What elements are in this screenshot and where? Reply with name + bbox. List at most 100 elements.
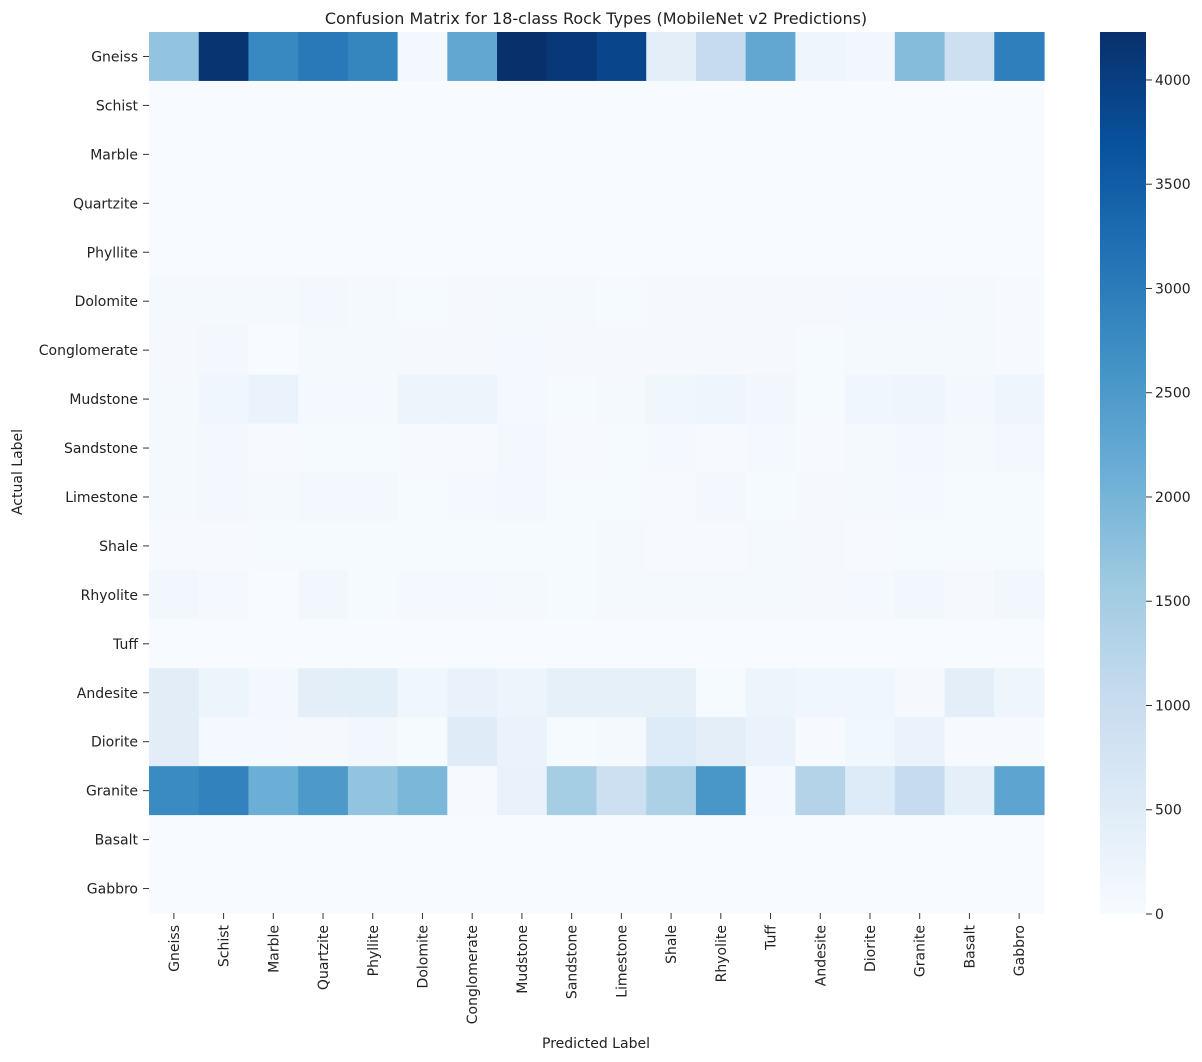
- heatmap-cell: [546, 325, 598, 376]
- heatmap-cell: [447, 80, 498, 131]
- heatmap-cell: [745, 570, 796, 620]
- heatmap-cell: [646, 129, 697, 180]
- heatmap-cell: [596, 521, 647, 571]
- y-tick-label: Basalt: [95, 833, 139, 849]
- heatmap-cell: [149, 521, 200, 571]
- heatmap-cell: [248, 766, 299, 816]
- heatmap-cell: [298, 80, 349, 131]
- heatmap-cell: [795, 80, 846, 131]
- heatmap-cell: [347, 325, 399, 376]
- x-tick-label: Schist: [217, 925, 233, 968]
- heatmap-cell: [994, 32, 1045, 82]
- heatmap-cell: [397, 521, 448, 571]
- heatmap-cell: [248, 227, 299, 278]
- heatmap-cell: [894, 80, 946, 131]
- heatmap-cell: [745, 325, 796, 376]
- heatmap-cell: [944, 766, 995, 816]
- heatmap-cell: [646, 619, 697, 669]
- heatmap-cell: [397, 32, 448, 82]
- heatmap-cell: [497, 570, 548, 620]
- y-tick-label: Tuff: [112, 637, 138, 653]
- heatmap-cell: [347, 374, 399, 425]
- heatmap-cell: [845, 472, 896, 523]
- heatmap-cell: [845, 423, 896, 474]
- heatmap-cell: [198, 80, 250, 131]
- heatmap-cell: [695, 815, 747, 865]
- heatmap-cell: [298, 864, 349, 914]
- heatmap-cell: [347, 619, 399, 669]
- x-tick-label: Phyllite: [366, 925, 382, 976]
- heatmap-cell: [795, 570, 846, 620]
- heatmap-cell: [745, 668, 796, 718]
- heatmap-cell: [248, 717, 299, 767]
- heatmap-cell: [695, 570, 747, 620]
- heatmap-cell: [546, 864, 598, 914]
- heatmap-cell: [546, 32, 598, 82]
- heatmap-cell: [149, 668, 200, 718]
- heatmap-cell: [845, 374, 896, 425]
- heatmap-cell: [944, 32, 995, 82]
- heatmap-cell: [795, 472, 846, 523]
- heatmap-cell: [994, 80, 1045, 131]
- heatmap-cell: [695, 619, 747, 669]
- heatmap-cell: [198, 717, 250, 767]
- heatmap-grid: [149, 32, 1045, 914]
- heatmap-cell: [497, 325, 548, 376]
- heatmap-cell: [497, 815, 548, 865]
- heatmap-cell: [198, 668, 250, 718]
- heatmap-cell: [994, 864, 1045, 914]
- heatmap-cell: [347, 80, 399, 131]
- heatmap-cell: [894, 815, 946, 865]
- y-tick-label: Andesite: [77, 686, 138, 702]
- heatmap-cell: [298, 717, 349, 767]
- colorbar-tick-label: 0: [1155, 907, 1164, 923]
- heatmap-cell: [546, 619, 598, 669]
- heatmap-cell: [994, 521, 1045, 571]
- heatmap-cell: [397, 864, 448, 914]
- heatmap-cell: [745, 619, 796, 669]
- heatmap-cell: [994, 325, 1045, 376]
- x-tick-label: Quartzite: [316, 925, 332, 990]
- heatmap-cell: [745, 178, 796, 229]
- heatmap-cell: [198, 864, 250, 914]
- heatmap-cell: [397, 276, 448, 327]
- heatmap-cell: [596, 178, 647, 229]
- heatmap-cell: [596, 619, 647, 669]
- heatmap-cell: [397, 668, 448, 718]
- heatmap-cell: [298, 32, 349, 82]
- heatmap-cell: [944, 276, 995, 327]
- heatmap-cell: [347, 129, 399, 180]
- heatmap-cell: [745, 227, 796, 278]
- heatmap-cell: [397, 374, 448, 425]
- heatmap-cell: [497, 766, 548, 816]
- heatmap-cell: [149, 766, 200, 816]
- heatmap-cell: [447, 521, 498, 571]
- x-tick-label: Rhyolite: [714, 925, 730, 982]
- heatmap-cell: [894, 32, 946, 82]
- heatmap-cell: [994, 815, 1045, 865]
- heatmap-cell: [745, 129, 796, 180]
- heatmap-cell: [695, 717, 747, 767]
- heatmap-cell: [646, 570, 697, 620]
- heatmap-cell: [745, 815, 796, 865]
- colorbar-ticks: 0 500 1000 1500 2000 2500 3000 3500 4000: [1146, 73, 1191, 923]
- heatmap-cell: [845, 766, 896, 816]
- heatmap-cell: [795, 423, 846, 474]
- y-axis-label: Actual Label: [10, 429, 26, 515]
- heatmap-cell: [795, 276, 846, 327]
- heatmap-cell: [894, 374, 946, 425]
- heatmap-cell: [347, 766, 399, 816]
- heatmap-cell: [198, 521, 250, 571]
- heatmap-cell: [845, 521, 896, 571]
- heatmap-cell: [397, 766, 448, 816]
- y-tick-label: Rhyolite: [81, 588, 138, 604]
- heatmap-cell: [298, 815, 349, 865]
- heatmap-cell: [596, 864, 647, 914]
- heatmap-cell: [695, 227, 747, 278]
- heatmap-cell: [198, 129, 250, 180]
- heatmap-cell: [745, 374, 796, 425]
- heatmap-cell: [695, 472, 747, 523]
- heatmap-cell: [944, 80, 995, 131]
- heatmap-cell: [944, 227, 995, 278]
